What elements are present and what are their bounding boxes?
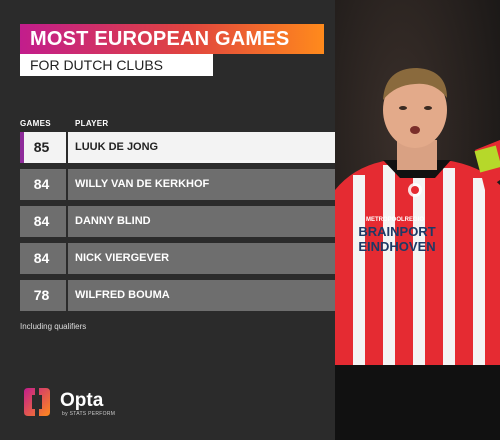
row-divider (66, 169, 68, 200)
column-header-games: GAMES (20, 119, 51, 128)
ranking-table: 85 LUUK DE JONG 84 WILLY VAN DE KERKHOF … (20, 132, 335, 317)
sponsor-text-line2: EINDHOVEN (358, 239, 435, 254)
page-title: MOST EUROPEAN GAMES (20, 24, 324, 54)
opta-logo-icon (24, 386, 50, 418)
player-name: DANNY BLIND (75, 215, 151, 227)
player-photo: METROPOOLREGIO BRAINPORT EINDHOVEN (335, 0, 500, 440)
row-divider (66, 206, 68, 237)
row-divider (66, 280, 68, 311)
footnote: Including qualifiers (20, 322, 87, 331)
games-value: 84 (33, 250, 50, 266)
table-row: 84 NICK VIERGEVER (20, 243, 335, 274)
table-row: 85 LUUK DE JONG (20, 132, 335, 163)
games-value: 78 (33, 287, 50, 303)
games-value: 85 (33, 139, 50, 155)
sponsor-small-text: METROPOOLREGIO (366, 217, 424, 223)
opta-logo-tagline: by STATS PERFORM (62, 411, 116, 417)
player-name: WILFRED BOUMA (75, 289, 170, 301)
player-name: NICK VIERGEVER (75, 252, 170, 264)
games-value: 84 (33, 176, 50, 192)
infographic-panel: MOST EUROPEAN GAMES FOR DUTCH CLUBS GAME… (20, 24, 335, 420)
row-divider (66, 132, 68, 163)
page-subtitle: FOR DUTCH CLUBS (20, 54, 213, 76)
table-row: 78 WILFRED BOUMA (20, 280, 335, 311)
sponsor-text-line1: BRAINPORT (358, 224, 435, 239)
player-name: LUUK DE JONG (75, 141, 159, 153)
row-divider (66, 243, 68, 274)
table-row: 84 DANNY BLIND (20, 206, 335, 237)
player-name: WILLY VAN DE KERKHOF (75, 178, 210, 190)
table-row: 84 WILLY VAN DE KERKHOF (20, 169, 335, 200)
column-header-player: PLAYER (75, 119, 109, 128)
games-value: 84 (33, 213, 50, 229)
opta-logo-text: Opta (60, 390, 104, 411)
opta-logo: Opta by STATS PERFORM (22, 386, 162, 420)
